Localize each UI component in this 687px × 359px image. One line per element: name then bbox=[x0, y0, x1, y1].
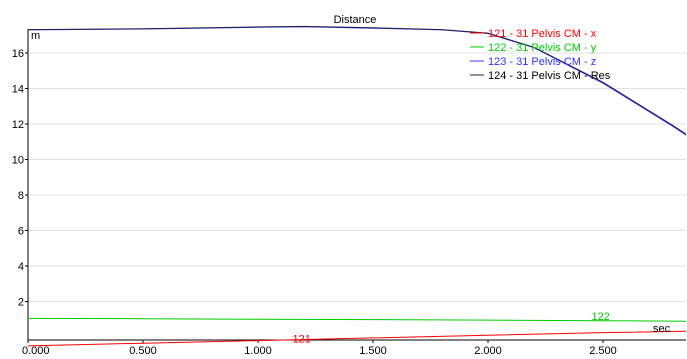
y-tick-label: 14 bbox=[12, 84, 24, 96]
x-tick-label: 1.000 bbox=[244, 345, 272, 357]
series-id-labels: 121122123124 bbox=[293, 311, 610, 345]
series-id-label: 121 bbox=[293, 333, 311, 345]
y-unit-label: m bbox=[31, 30, 40, 42]
series-line bbox=[28, 317, 686, 322]
x-tick-label: 0.000 bbox=[22, 345, 50, 357]
y-tick-label: 4 bbox=[18, 261, 24, 273]
x-tick-label: 1.500 bbox=[359, 345, 387, 357]
x-tick-label: 2.000 bbox=[474, 345, 502, 357]
legend-entry: 121 - 31 Pelvis CM - x bbox=[488, 28, 597, 40]
grid bbox=[28, 52, 686, 302]
axes bbox=[27, 29, 686, 341]
x-tick-label: 2.500 bbox=[589, 345, 617, 357]
y-tick-label: 8 bbox=[18, 190, 24, 202]
chart-title: Distance bbox=[334, 14, 377, 26]
y-ticks: 2 4 6 8 10 12 14 16 bbox=[12, 48, 28, 309]
series-group bbox=[28, 25, 686, 347]
x-unit-label: sec bbox=[653, 323, 671, 335]
series-line bbox=[28, 25, 686, 135]
x-ticks: 0.0000.5001.0001.5002.0002.5003.0003.500… bbox=[22, 340, 617, 357]
y-tick-label: 6 bbox=[18, 226, 24, 238]
x-tick-label: 0.500 bbox=[129, 345, 157, 357]
y-tick-label: 2 bbox=[18, 297, 24, 309]
legend: 121 - 31 Pelvis CM - x 122 - 31 Pelvis CM… bbox=[470, 28, 611, 82]
y-tick-label: 12 bbox=[12, 119, 24, 131]
legend-entry: 123 - 31 Pelvis CM - z bbox=[488, 56, 596, 68]
y-tick-label: 10 bbox=[12, 155, 24, 167]
series-id-label: 122 bbox=[592, 311, 610, 323]
legend-entry: 122 - 31 Pelvis CM - y bbox=[488, 42, 597, 54]
series-line bbox=[28, 330, 686, 347]
y-tick-label: 16 bbox=[12, 48, 24, 60]
legend-entry: 124 - 31 Pelvis CM - Res bbox=[488, 70, 611, 82]
